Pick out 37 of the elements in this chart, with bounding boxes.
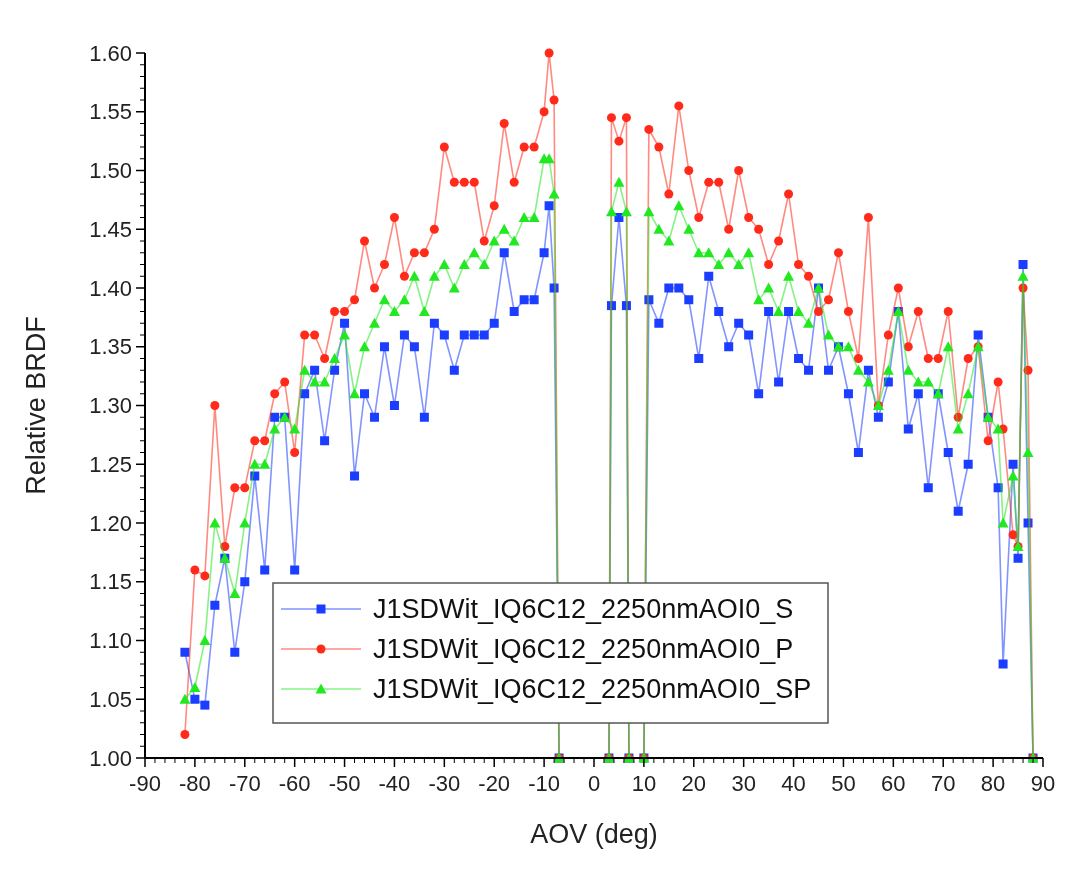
x-tick-label: -60 xyxy=(278,771,311,796)
y-tick-label: 1.05 xyxy=(89,686,132,712)
x-tick-label: -90 xyxy=(129,771,161,796)
y-tick-label: 1.30 xyxy=(89,393,132,419)
x-tick-label: -10 xyxy=(528,771,561,796)
x-tick-label: -20 xyxy=(478,771,511,796)
x-tick-label: -50 xyxy=(328,771,361,796)
y-axis-title: Relative BRDF xyxy=(21,316,51,495)
y-tick-label: 1.10 xyxy=(89,628,132,654)
x-tick-label: 10 xyxy=(631,771,657,796)
y-tick-label: 1.45 xyxy=(89,216,132,242)
y-tick-label: 1.15 xyxy=(89,569,132,595)
y-tick-label: 1.00 xyxy=(89,745,132,771)
y-tick-label: 1.25 xyxy=(89,451,132,477)
y-tick-label: 1.40 xyxy=(89,275,132,301)
x-tick-label: -40 xyxy=(378,771,411,796)
x-tick-label: 80 xyxy=(980,771,1006,796)
x-axis-title: AOV (deg) xyxy=(530,819,658,849)
y-tick-label: 1.20 xyxy=(89,510,132,536)
y-tick-label: 1.50 xyxy=(89,158,132,184)
y-tick-label: 1.60 xyxy=(89,40,132,66)
legend-label: J1SDWit_IQ6C12_2250nmAOI0_SP xyxy=(373,674,812,705)
y-tick-label: 1.55 xyxy=(89,99,132,125)
x-tick-label: 20 xyxy=(681,771,707,796)
x-tick-label: 60 xyxy=(881,771,906,796)
x-tick-label: -70 xyxy=(228,771,261,796)
legend-label: J1SDWit_IQ6C12_2250nmAOI0_P xyxy=(373,634,794,665)
x-tick-label: -80 xyxy=(178,771,211,796)
x-tick-label: 40 xyxy=(781,771,806,796)
x-tick-label: 30 xyxy=(731,771,756,796)
x-tick-label: 90 xyxy=(1030,771,1056,796)
y-tick-label: 1.35 xyxy=(89,334,132,360)
legend-label: J1SDWit_IQ6C12_2250nmAOI0_S xyxy=(373,594,794,625)
x-tick-label: 50 xyxy=(831,771,856,796)
x-tick-label: -30 xyxy=(428,771,461,796)
x-tick-label: 0 xyxy=(587,771,601,796)
x-tick-label: 70 xyxy=(930,771,956,796)
